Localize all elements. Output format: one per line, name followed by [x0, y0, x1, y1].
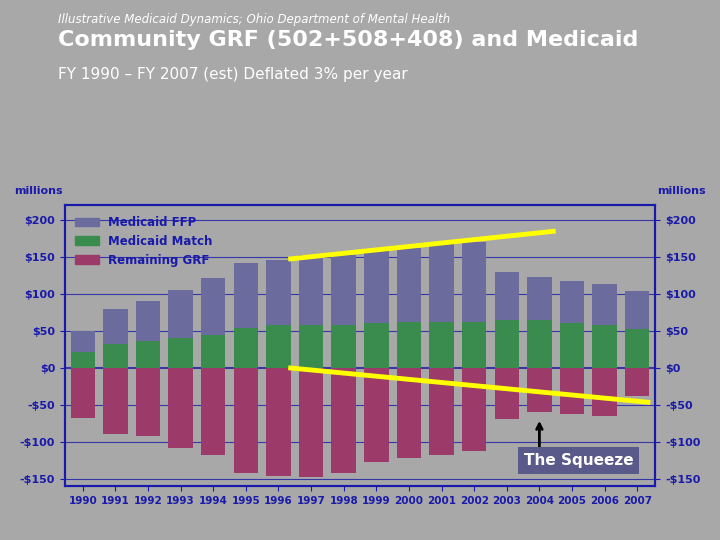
Bar	[527, 277, 552, 320]
Bar	[397, 322, 421, 368]
Bar	[625, 291, 649, 329]
Bar	[495, 320, 519, 368]
Text: millions: millions	[14, 186, 63, 195]
Bar	[559, 323, 584, 368]
Bar	[168, 338, 193, 368]
Bar	[527, 368, 552, 412]
Bar	[429, 322, 454, 368]
Bar	[201, 368, 225, 455]
Bar	[168, 368, 193, 448]
Bar	[364, 368, 389, 462]
Bar	[429, 368, 454, 455]
Text: Community GRF (502+508+408) and Medicaid: Community GRF (502+508+408) and Medicaid	[58, 30, 638, 50]
Text: FY 1990 – FY 2007 (est) Deflated 3% per year: FY 1990 – FY 2007 (est) Deflated 3% per …	[58, 68, 408, 83]
Bar	[397, 248, 421, 322]
Bar	[495, 272, 519, 320]
Bar	[429, 245, 454, 322]
Legend: Medicaid FFP, Medicaid Match, Remaining GRF: Medicaid FFP, Medicaid Match, Remaining …	[71, 211, 217, 272]
Bar	[364, 249, 389, 323]
Bar	[103, 368, 127, 434]
Bar	[233, 368, 258, 472]
Bar	[462, 242, 487, 322]
Bar	[495, 368, 519, 420]
Bar	[593, 325, 617, 368]
Bar	[201, 335, 225, 368]
Bar	[71, 368, 95, 418]
Bar	[364, 323, 389, 368]
Bar	[559, 281, 584, 323]
Bar	[593, 368, 617, 416]
Bar	[233, 328, 258, 368]
Bar	[266, 368, 291, 476]
Bar	[331, 368, 356, 474]
Bar	[168, 290, 193, 338]
Bar	[299, 325, 323, 368]
Bar	[299, 255, 323, 325]
Bar	[462, 322, 487, 368]
Text: millions: millions	[657, 186, 706, 195]
Bar	[136, 368, 161, 436]
Bar	[299, 368, 323, 477]
Bar	[266, 260, 291, 325]
Bar	[462, 368, 487, 450]
Bar	[233, 263, 258, 328]
Bar	[103, 309, 127, 344]
Bar	[397, 368, 421, 458]
Bar	[625, 329, 649, 368]
Bar	[266, 325, 291, 368]
Bar	[136, 341, 161, 368]
Bar	[625, 368, 649, 396]
Bar	[103, 344, 127, 368]
Bar	[559, 368, 584, 414]
Bar	[201, 278, 225, 335]
Bar	[331, 255, 356, 325]
Text: The Squeeze: The Squeeze	[523, 453, 634, 468]
Bar	[71, 331, 95, 352]
Bar	[71, 352, 95, 368]
Bar	[527, 320, 552, 368]
Text: Illustrative Medicaid Dynamics; Ohio Department of Mental Health: Illustrative Medicaid Dynamics; Ohio Dep…	[58, 14, 450, 26]
Bar	[331, 325, 356, 368]
Bar	[593, 284, 617, 325]
Bar	[136, 301, 161, 341]
